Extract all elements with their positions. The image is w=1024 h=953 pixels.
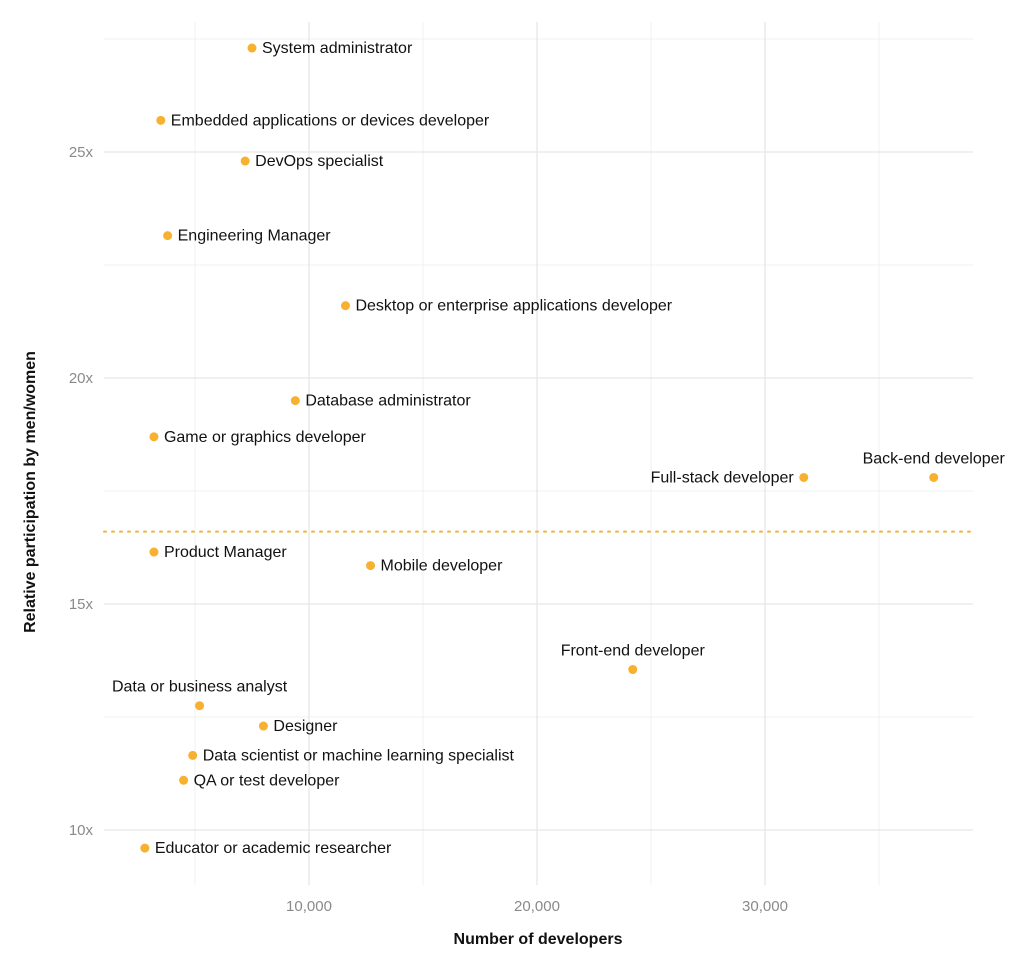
y-axis-title: Relative participation by men/women — [22, 351, 39, 633]
data-point — [799, 472, 809, 482]
data-point — [149, 432, 159, 442]
data-point — [179, 775, 189, 785]
data-points — [140, 43, 939, 853]
x-tick-label: 20,000 — [514, 898, 560, 915]
data-point — [366, 561, 376, 571]
data-point — [149, 547, 159, 557]
data-point — [247, 43, 257, 53]
y-tick-label: 15x — [69, 596, 94, 613]
y-tick-label: 25x — [69, 144, 94, 161]
data-point — [195, 701, 205, 711]
data-point — [156, 115, 166, 125]
point-label: Full-stack developer — [651, 469, 795, 486]
data-point — [163, 231, 173, 241]
x-axis-ticks: 10,000 20,000 30,000 — [286, 898, 788, 915]
point-label: Engineering Manager — [178, 228, 332, 245]
y-tick-label: 20x — [69, 370, 94, 387]
point-labels: System administrator Embedded application… — [112, 40, 1006, 857]
data-point — [929, 472, 939, 482]
point-label: Data or business analyst — [112, 679, 288, 696]
point-label: DevOps specialist — [255, 153, 384, 170]
minor-gridlines — [104, 22, 973, 885]
point-label: Educator or academic researcher — [155, 840, 392, 857]
point-label: Embedded applications or devices develop… — [171, 112, 490, 129]
x-tick-label: 30,000 — [742, 898, 788, 915]
x-tick-label: 10,000 — [286, 898, 332, 915]
data-point — [188, 750, 198, 760]
point-label: Back-end developer — [863, 450, 1006, 467]
data-point — [628, 665, 638, 675]
point-label: Data scientist or machine learning speci… — [203, 747, 515, 764]
y-axis-ticks: 10x 15x 20x 25x — [69, 144, 94, 839]
data-point — [340, 301, 350, 311]
point-label: QA or test developer — [194, 772, 341, 789]
x-axis-title: Number of developers — [454, 931, 623, 948]
data-point — [290, 396, 300, 406]
point-label: Product Manager — [164, 544, 287, 561]
data-point — [140, 843, 150, 853]
point-label: Front-end developer — [561, 643, 706, 660]
point-label: Game or graphics developer — [164, 429, 367, 446]
point-label: Mobile developer — [381, 558, 504, 575]
major-gridlines — [104, 22, 973, 885]
point-label: Desktop or enterprise applications devel… — [355, 298, 672, 315]
y-tick-label: 10x — [69, 822, 94, 839]
point-label: Designer — [273, 718, 338, 735]
data-point — [258, 721, 268, 731]
data-point — [240, 156, 250, 166]
point-label: Database administrator — [305, 393, 471, 410]
point-label: System administrator — [262, 40, 413, 57]
